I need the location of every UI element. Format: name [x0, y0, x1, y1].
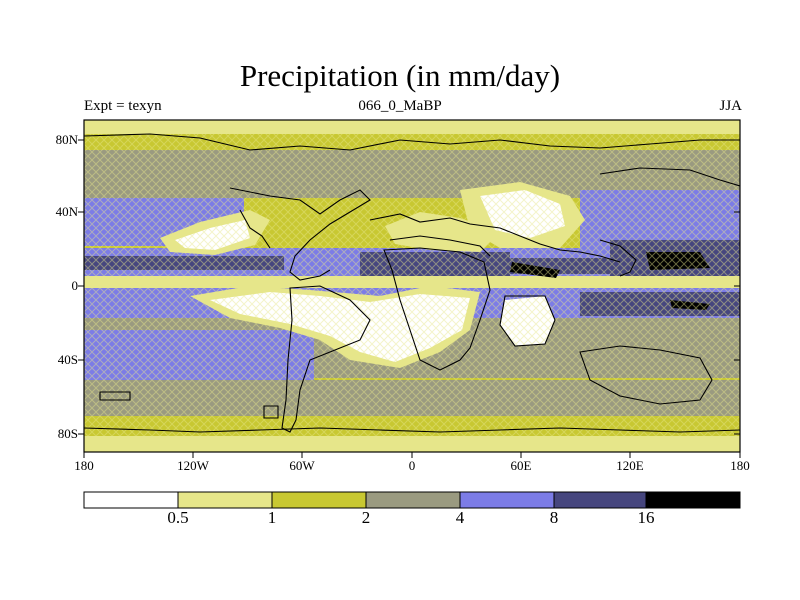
lat-label-80n: 80N: [55, 132, 78, 147]
lon-label-60e: 60E: [510, 458, 532, 473]
colorbar-swatch-5: [553, 491, 647, 509]
lon-label-120w: 120W: [177, 458, 209, 473]
lon-label-60w: 60W: [289, 458, 315, 473]
colorbar-label-1: 1: [267, 508, 277, 527]
lat-label-40s: 40S: [57, 352, 78, 367]
season-label: JJA: [719, 98, 742, 114]
coastlines: [84, 133, 740, 433]
tick-marks: [78, 139, 741, 458]
experiment-label: Expt = texyn: [84, 98, 162, 114]
colorbar-label-0: 0.5: [167, 508, 189, 527]
colorbar-label-5: 16: [637, 508, 655, 527]
colorbar-swatch-3: [365, 491, 461, 509]
colorbar-label-4: 8: [549, 508, 559, 527]
colorbar-label-2: 2: [361, 508, 371, 527]
colorbar-swatch-2: [271, 491, 367, 509]
lat-label-0: 0: [71, 278, 79, 293]
map-title: Precipitation (in mm/day): [239, 58, 561, 93]
lon-label-180e: 180: [730, 458, 750, 473]
lon-label-120e: 120E: [616, 458, 644, 473]
precipitation-field: [84, 120, 740, 452]
age-label: 066_0_MaBP: [358, 98, 442, 114]
lat-label-80s: 80S: [57, 426, 78, 441]
lat-label-40n: 40N: [55, 204, 78, 219]
colorbar-swatch-6: [645, 491, 741, 509]
colorbar-swatch-1: [177, 491, 273, 509]
colorbar-swatch-0: [83, 491, 179, 509]
lon-label-180w: 180: [74, 458, 94, 473]
colorbar-label-3: 4: [455, 508, 465, 527]
lon-label-0: 0: [408, 458, 416, 473]
colorbar-swatch-4: [459, 491, 555, 509]
colorbar: [83, 491, 741, 509]
